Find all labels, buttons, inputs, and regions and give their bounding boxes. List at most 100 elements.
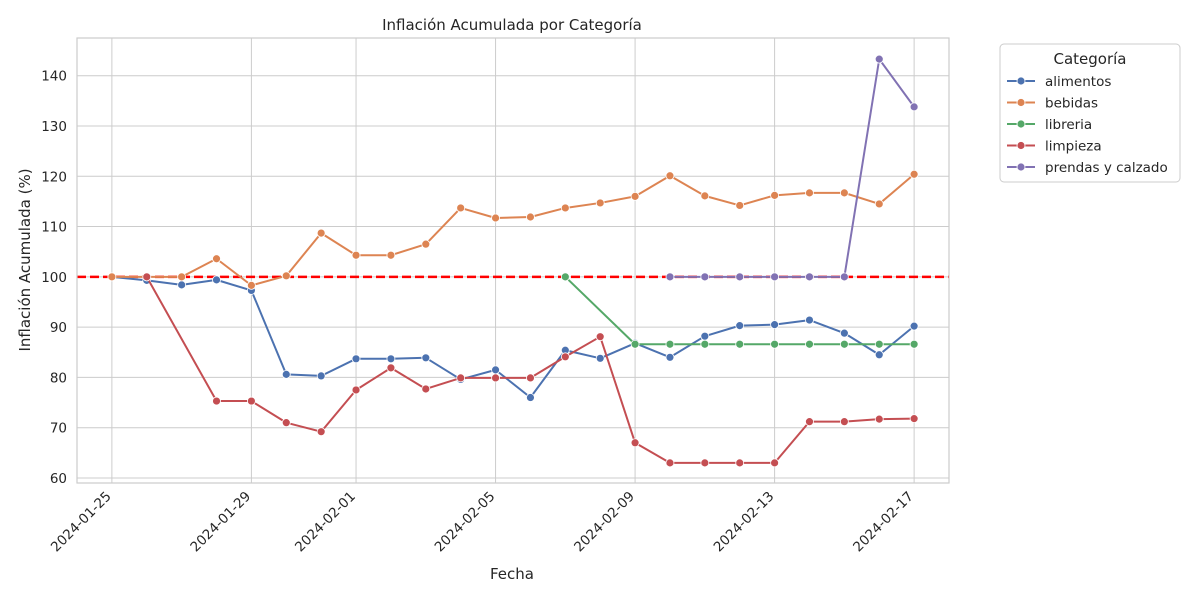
legend-label: limpieza: [1045, 139, 1102, 155]
y-tick-label: 110: [41, 220, 67, 236]
data-point: [560, 272, 570, 282]
series-libreria: [560, 272, 919, 349]
data-point: [107, 272, 117, 282]
data-point: [735, 272, 745, 282]
y-tick-label: 80: [50, 370, 67, 386]
legend-item-limpieza: limpieza: [1007, 139, 1102, 155]
data-point: [281, 369, 291, 379]
data-point: [630, 191, 640, 201]
data-point: [805, 417, 814, 427]
data-point: [665, 458, 675, 468]
data-point: [805, 272, 814, 282]
data-point: [909, 169, 919, 179]
y-axis-label: Inflación Acumulada (%): [16, 168, 34, 351]
data-point: [281, 271, 291, 281]
y-tick-label: 90: [50, 320, 67, 336]
data-point: [735, 201, 745, 210]
data-point: [421, 239, 431, 249]
data-point: [316, 371, 326, 381]
series-layer: [107, 54, 919, 468]
y-tick-label: 120: [41, 169, 67, 185]
chart-title: Inflación Acumulada por Categoría: [382, 16, 642, 34]
data-point: [770, 458, 779, 468]
x-tick-label: 2024-01-25: [48, 489, 115, 556]
data-point: [874, 350, 884, 360]
data-point: [909, 102, 919, 112]
data-point: [805, 315, 814, 325]
data-point: [456, 203, 466, 213]
data-point: [805, 188, 814, 198]
data-point: [839, 339, 849, 349]
data-point: [735, 339, 745, 349]
data-point: [770, 320, 779, 330]
data-point: [386, 250, 396, 260]
x-tick-label: 2024-02-05: [432, 489, 499, 556]
series-line: [564, 276, 915, 346]
data-point: [700, 272, 710, 282]
legend-title: Categoría: [1053, 50, 1126, 68]
legend-box: [999, 43, 1181, 183]
y-axis-ticks: 60 70 80 90 100 110 120 130 140: [41, 69, 67, 487]
data-point: [665, 339, 675, 349]
data-point: [735, 458, 745, 468]
data-point: [177, 280, 187, 290]
series-alimentos: [107, 272, 919, 402]
data-point: [491, 213, 500, 223]
x-axis-ticks: 2024-01-25 2024-01-29 2024-02-01 2024-02-05…: [48, 489, 917, 556]
legend-marker: [1016, 141, 1026, 150]
y-tick-label: 60: [50, 471, 67, 487]
data-point: [839, 417, 849, 427]
data-point: [770, 339, 779, 349]
data-point: [700, 331, 710, 341]
series-prendas-y-calzado: [665, 54, 919, 282]
series-bebidas: [107, 169, 919, 290]
grid: [77, 38, 949, 483]
series-line: [145, 276, 915, 464]
data-point: [874, 339, 884, 349]
data-point: [316, 228, 326, 238]
data-point: [246, 396, 256, 406]
data-point: [491, 373, 500, 383]
legend-label: prendas y calzado: [1045, 160, 1168, 176]
data-point: [874, 54, 884, 64]
data-point: [839, 328, 849, 338]
legend-marker: [1016, 162, 1026, 172]
data-point: [909, 414, 919, 424]
data-point: [212, 254, 221, 264]
data-point: [595, 332, 605, 342]
x-tick-label: 2024-02-13: [711, 489, 778, 556]
data-point: [700, 339, 710, 349]
data-point: [839, 188, 849, 198]
legend: Categoría alimentos bebidas libreria limpie…: [999, 43, 1181, 183]
data-point: [526, 393, 535, 402]
data-point: [456, 373, 466, 383]
y-tick-label: 70: [50, 421, 67, 437]
legend-item-bebidas: bebidas: [1007, 96, 1098, 112]
data-point: [770, 190, 779, 200]
data-point: [560, 352, 570, 362]
data-point: [665, 171, 675, 181]
data-point: [351, 250, 361, 260]
data-point: [630, 438, 640, 448]
data-point: [351, 385, 361, 395]
legend-label: alimentos: [1045, 74, 1111, 90]
x-tick-label: 2024-02-09: [571, 489, 638, 556]
data-point: [874, 199, 884, 209]
data-point: [700, 191, 710, 201]
x-tick-label: 2024-02-17: [850, 489, 917, 556]
data-point: [212, 275, 221, 285]
x-tick-label: 2024-01-29: [187, 489, 254, 556]
data-point: [560, 203, 570, 213]
legend-marker: [1016, 76, 1026, 86]
plot-area: [76, 37, 950, 484]
data-point: [212, 396, 221, 406]
data-point: [700, 458, 710, 468]
data-point: [491, 365, 500, 375]
legend-item-prendas-y-calzado: prendas y calzado: [1007, 160, 1168, 176]
data-point: [630, 339, 640, 349]
data-point: [909, 321, 919, 331]
data-point: [421, 353, 431, 363]
legend-item-alimentos: alimentos: [1007, 74, 1111, 90]
legend-label: bebidas: [1045, 96, 1098, 112]
